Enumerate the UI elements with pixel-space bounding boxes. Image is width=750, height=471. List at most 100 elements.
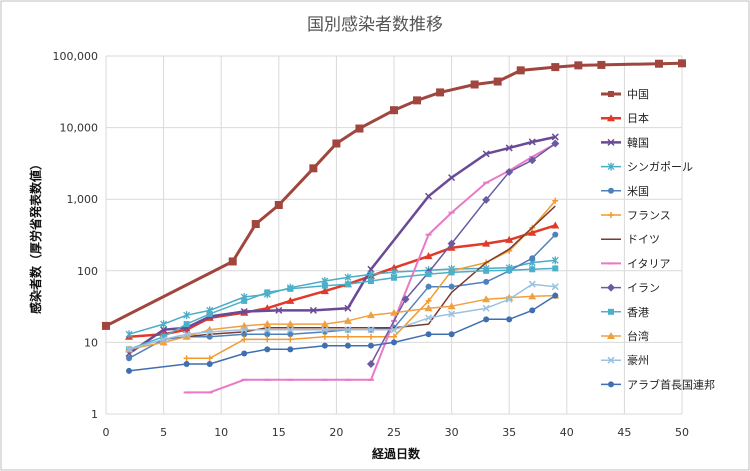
data-point (505, 293, 514, 301)
data-point (552, 292, 559, 299)
data-point (286, 296, 295, 304)
data-point (228, 257, 237, 266)
data-point (206, 328, 214, 336)
data-point (206, 355, 213, 362)
data-point (390, 268, 398, 277)
x-tick-label: 15 (272, 426, 286, 439)
data-point (241, 336, 248, 343)
data-point (391, 339, 397, 346)
data-point (424, 252, 433, 260)
data-point (240, 307, 248, 316)
data-point (320, 287, 329, 295)
y-tick-label: 1 (91, 408, 98, 421)
data-point (528, 280, 536, 288)
data-point (344, 333, 351, 340)
data-point (597, 60, 606, 69)
series-6 (183, 197, 559, 362)
data-point (425, 297, 432, 304)
x-tick-label: 0 (103, 426, 110, 439)
data-point (425, 271, 432, 278)
data-point (505, 295, 513, 303)
data-point (321, 282, 328, 289)
y-tick-label: 10,000 (60, 122, 99, 135)
data-point (448, 174, 456, 182)
data-point (607, 162, 615, 171)
data-point (126, 355, 133, 362)
data-point (448, 283, 455, 290)
legend-label: 香港 (627, 306, 649, 319)
data-point (678, 59, 686, 68)
legend-entry: 日本 (601, 111, 649, 125)
x-tick-label: 20 (329, 426, 343, 439)
data-point (425, 283, 432, 290)
data-point (482, 150, 490, 158)
x-tick-label: 10 (214, 426, 228, 439)
data-point (528, 138, 536, 146)
data-point (344, 281, 351, 288)
legend-label: 米国 (627, 185, 649, 198)
series-1 (102, 59, 686, 330)
legend-entry: 中国 (601, 88, 649, 101)
series-line (128, 294, 556, 372)
data-point (263, 320, 272, 328)
series-5 (126, 231, 559, 362)
legend-label: 台湾 (627, 329, 649, 343)
legend-entry: フランス (601, 209, 671, 222)
data-point (241, 297, 248, 304)
data-point (425, 314, 433, 322)
data-point (574, 61, 583, 70)
legend-entry: イタリア (601, 257, 671, 270)
data-point (274, 200, 283, 209)
data-point (607, 138, 615, 146)
data-point (206, 360, 213, 367)
y-tick-label: 100 (77, 265, 98, 278)
data-point (263, 326, 271, 334)
data-point (552, 231, 559, 238)
data-point (160, 335, 168, 343)
data-point (286, 326, 294, 334)
data-point (366, 359, 375, 368)
y-tick-label: 1,000 (67, 193, 99, 206)
data-point (367, 270, 375, 279)
data-point (483, 278, 490, 285)
data-point (401, 295, 410, 304)
data-point (264, 346, 271, 353)
data-point (344, 304, 352, 312)
x-tick-label: 5 (160, 426, 167, 439)
data-point (183, 360, 190, 367)
legend-entry: ドイツ (601, 233, 660, 246)
data-point (309, 306, 317, 314)
data-point (183, 321, 190, 328)
legend-label: アラブ首長国連邦 (627, 377, 715, 391)
data-point (482, 239, 491, 247)
data-point (552, 197, 559, 204)
data-point (287, 346, 294, 353)
x-tick-label: 30 (445, 426, 459, 439)
data-point (529, 266, 536, 273)
data-point (367, 278, 374, 285)
data-point (366, 311, 375, 319)
legend-entry: 香港 (601, 306, 649, 319)
data-point (182, 332, 191, 340)
data-point (160, 333, 167, 340)
data-point (413, 96, 422, 105)
series-13 (126, 292, 559, 374)
legend-label: 日本 (627, 111, 649, 125)
data-point (321, 342, 328, 349)
data-point (551, 283, 559, 291)
data-point (506, 267, 513, 274)
data-point (482, 195, 491, 204)
series-8 (183, 143, 559, 394)
data-point (241, 350, 248, 357)
x-tick-label: 25 (387, 426, 401, 439)
data-point (482, 304, 490, 312)
x-tick-label: 45 (617, 426, 631, 439)
data-point (551, 63, 560, 72)
data-point (125, 330, 133, 339)
data-point (608, 308, 614, 315)
data-point (183, 330, 191, 338)
data-point (447, 302, 456, 310)
data-point (528, 292, 537, 300)
legend-label: 中国 (627, 88, 649, 101)
